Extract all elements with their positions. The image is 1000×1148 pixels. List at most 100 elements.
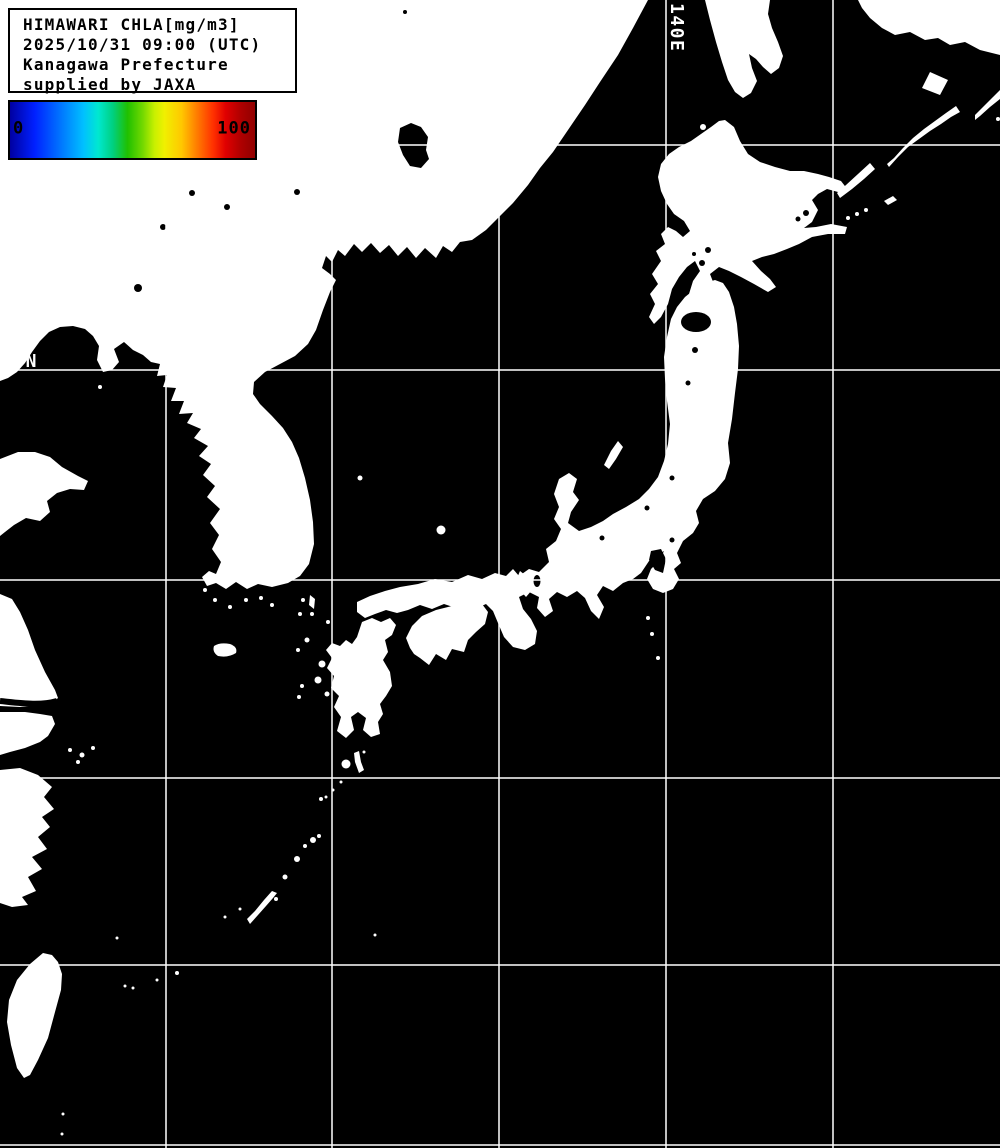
island-dot (282, 874, 288, 880)
island-dot (91, 746, 95, 750)
island-dot (855, 212, 859, 216)
lake-dot (795, 216, 801, 222)
island-dot (76, 760, 80, 764)
island-dot (436, 525, 446, 535)
jiangsu-coast (0, 594, 58, 707)
island-dot (238, 907, 242, 911)
island-dot (131, 986, 135, 990)
island-dot (864, 208, 868, 212)
island-dot (319, 797, 323, 801)
hokkaido (649, 120, 848, 324)
island-dot (223, 915, 227, 919)
kyushu (326, 618, 396, 738)
lake-dot (669, 475, 675, 481)
lake-dot (803, 210, 809, 216)
island-dot (996, 117, 1000, 121)
lake-dot (669, 537, 675, 543)
island-dot (303, 844, 307, 848)
sado-island (604, 441, 623, 469)
lake-dot (644, 505, 650, 511)
island-dot (244, 598, 248, 602)
colorbar-max-label: 100 (217, 118, 251, 139)
product-title: HIMAWARI CHLA[mg/m3] (23, 15, 240, 34)
zhejiang-fujian-coast (0, 768, 54, 907)
honshu (357, 280, 739, 650)
kunashir-island (837, 163, 875, 198)
island-dot (203, 588, 207, 592)
island-dot (115, 936, 119, 940)
island-dot (324, 795, 328, 799)
colorbar-gradient (10, 102, 255, 158)
island-dot (362, 750, 366, 754)
provider: Kanagawa Prefecture (23, 55, 229, 74)
okhotsk-islet (922, 72, 948, 95)
shikoku (406, 601, 488, 665)
island-dot (296, 648, 300, 652)
island-dot (213, 598, 217, 602)
latitude-label: 40N (1, 351, 38, 372)
island-dot (228, 605, 232, 609)
island-dot (123, 984, 127, 988)
jeju-island (213, 643, 237, 657)
island-dot (294, 856, 300, 862)
urup-island (975, 90, 1000, 120)
island-dot (270, 603, 274, 607)
lake-dot (134, 284, 142, 292)
lake-dot (699, 260, 705, 266)
island-dot (373, 933, 377, 937)
iturup-island (887, 106, 960, 167)
lake-dot (599, 535, 605, 541)
island-dot (175, 971, 179, 975)
island-dot (341, 759, 351, 769)
colorbar-legend: 0 100 (8, 100, 257, 160)
island-dot (60, 1132, 64, 1136)
shikotan-island (884, 196, 897, 205)
island-dot (300, 684, 304, 688)
island-dot (68, 748, 72, 752)
island-dot (709, 134, 713, 138)
okinawa-island (247, 891, 277, 924)
colorbar-min-label: 0 (13, 118, 25, 139)
timestamp: 2025/10/31 09:00 (UTC) (23, 35, 262, 54)
title-box: HIMAWARI CHLA[mg/m3] 2025/10/31 09:00 (U… (8, 8, 297, 94)
lake-dot (189, 190, 195, 196)
shanghai-coast (0, 712, 55, 755)
island-dot (317, 834, 321, 838)
island-dot (700, 124, 706, 130)
lake-dot (160, 224, 166, 230)
lake-dot (294, 189, 300, 195)
shandong-peninsula (0, 452, 88, 536)
awaji-island (517, 571, 532, 597)
lake-dot (705, 247, 711, 253)
island-dot (310, 837, 316, 843)
lake-dot (692, 252, 696, 256)
lake-dot (224, 204, 230, 210)
attribution: supplied by JAXA (23, 75, 197, 94)
island-dot (656, 656, 660, 660)
lake-biwa (533, 575, 541, 587)
island-dot (310, 612, 314, 616)
sakhalin (705, 0, 783, 98)
island-dot (650, 632, 654, 636)
island-dot (304, 637, 310, 643)
island-dot (274, 897, 278, 901)
lake-dot (692, 347, 698, 353)
island-dot (297, 695, 301, 699)
tanegashima-island (354, 751, 364, 773)
yangtze-river (0, 698, 58, 707)
island-dot (339, 780, 343, 784)
lake-dot (403, 10, 407, 14)
tsushima-island (309, 595, 315, 609)
island-dot (155, 978, 159, 982)
island-dot (318, 660, 326, 668)
island-dot (61, 1112, 65, 1116)
island-dot (846, 216, 850, 220)
island-dot (79, 752, 85, 758)
okhotsk-corner-mass (858, 0, 1000, 55)
tokyo-bay (649, 549, 666, 573)
island-dot (646, 616, 650, 620)
island-dot (301, 598, 305, 602)
island-dot (324, 691, 330, 697)
